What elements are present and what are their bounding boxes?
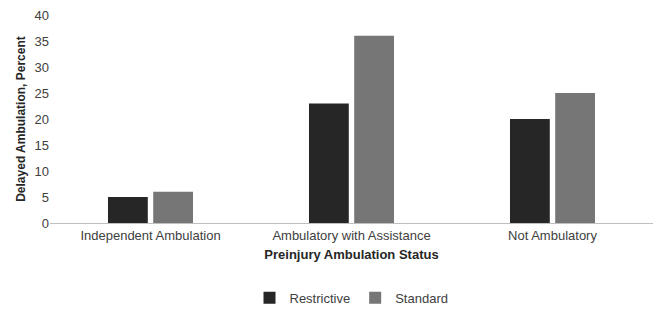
svg-text:Delayed Ambulation, Percent: Delayed Ambulation, Percent xyxy=(14,36,28,202)
svg-text:Standard: Standard xyxy=(395,291,448,306)
svg-text:15: 15 xyxy=(35,138,49,153)
svg-text:20: 20 xyxy=(35,112,49,127)
svg-text:25: 25 xyxy=(35,86,49,101)
svg-text:0: 0 xyxy=(42,216,49,231)
svg-text:Ambulatory with Assistance: Ambulatory with Assistance xyxy=(272,228,430,243)
svg-text:Not Ambulatory: Not Ambulatory xyxy=(508,228,597,243)
svg-text:35: 35 xyxy=(35,34,49,49)
svg-text:5: 5 xyxy=(42,190,49,205)
svg-text:Preinjury Ambulation Status: Preinjury Ambulation Status xyxy=(264,247,438,262)
svg-text:Independent Ambulation: Independent Ambulation xyxy=(80,228,220,243)
svg-text:30: 30 xyxy=(35,60,49,75)
svg-text:40: 40 xyxy=(35,8,49,23)
svg-text:10: 10 xyxy=(35,164,49,179)
svg-text:Restrictive: Restrictive xyxy=(290,291,351,306)
